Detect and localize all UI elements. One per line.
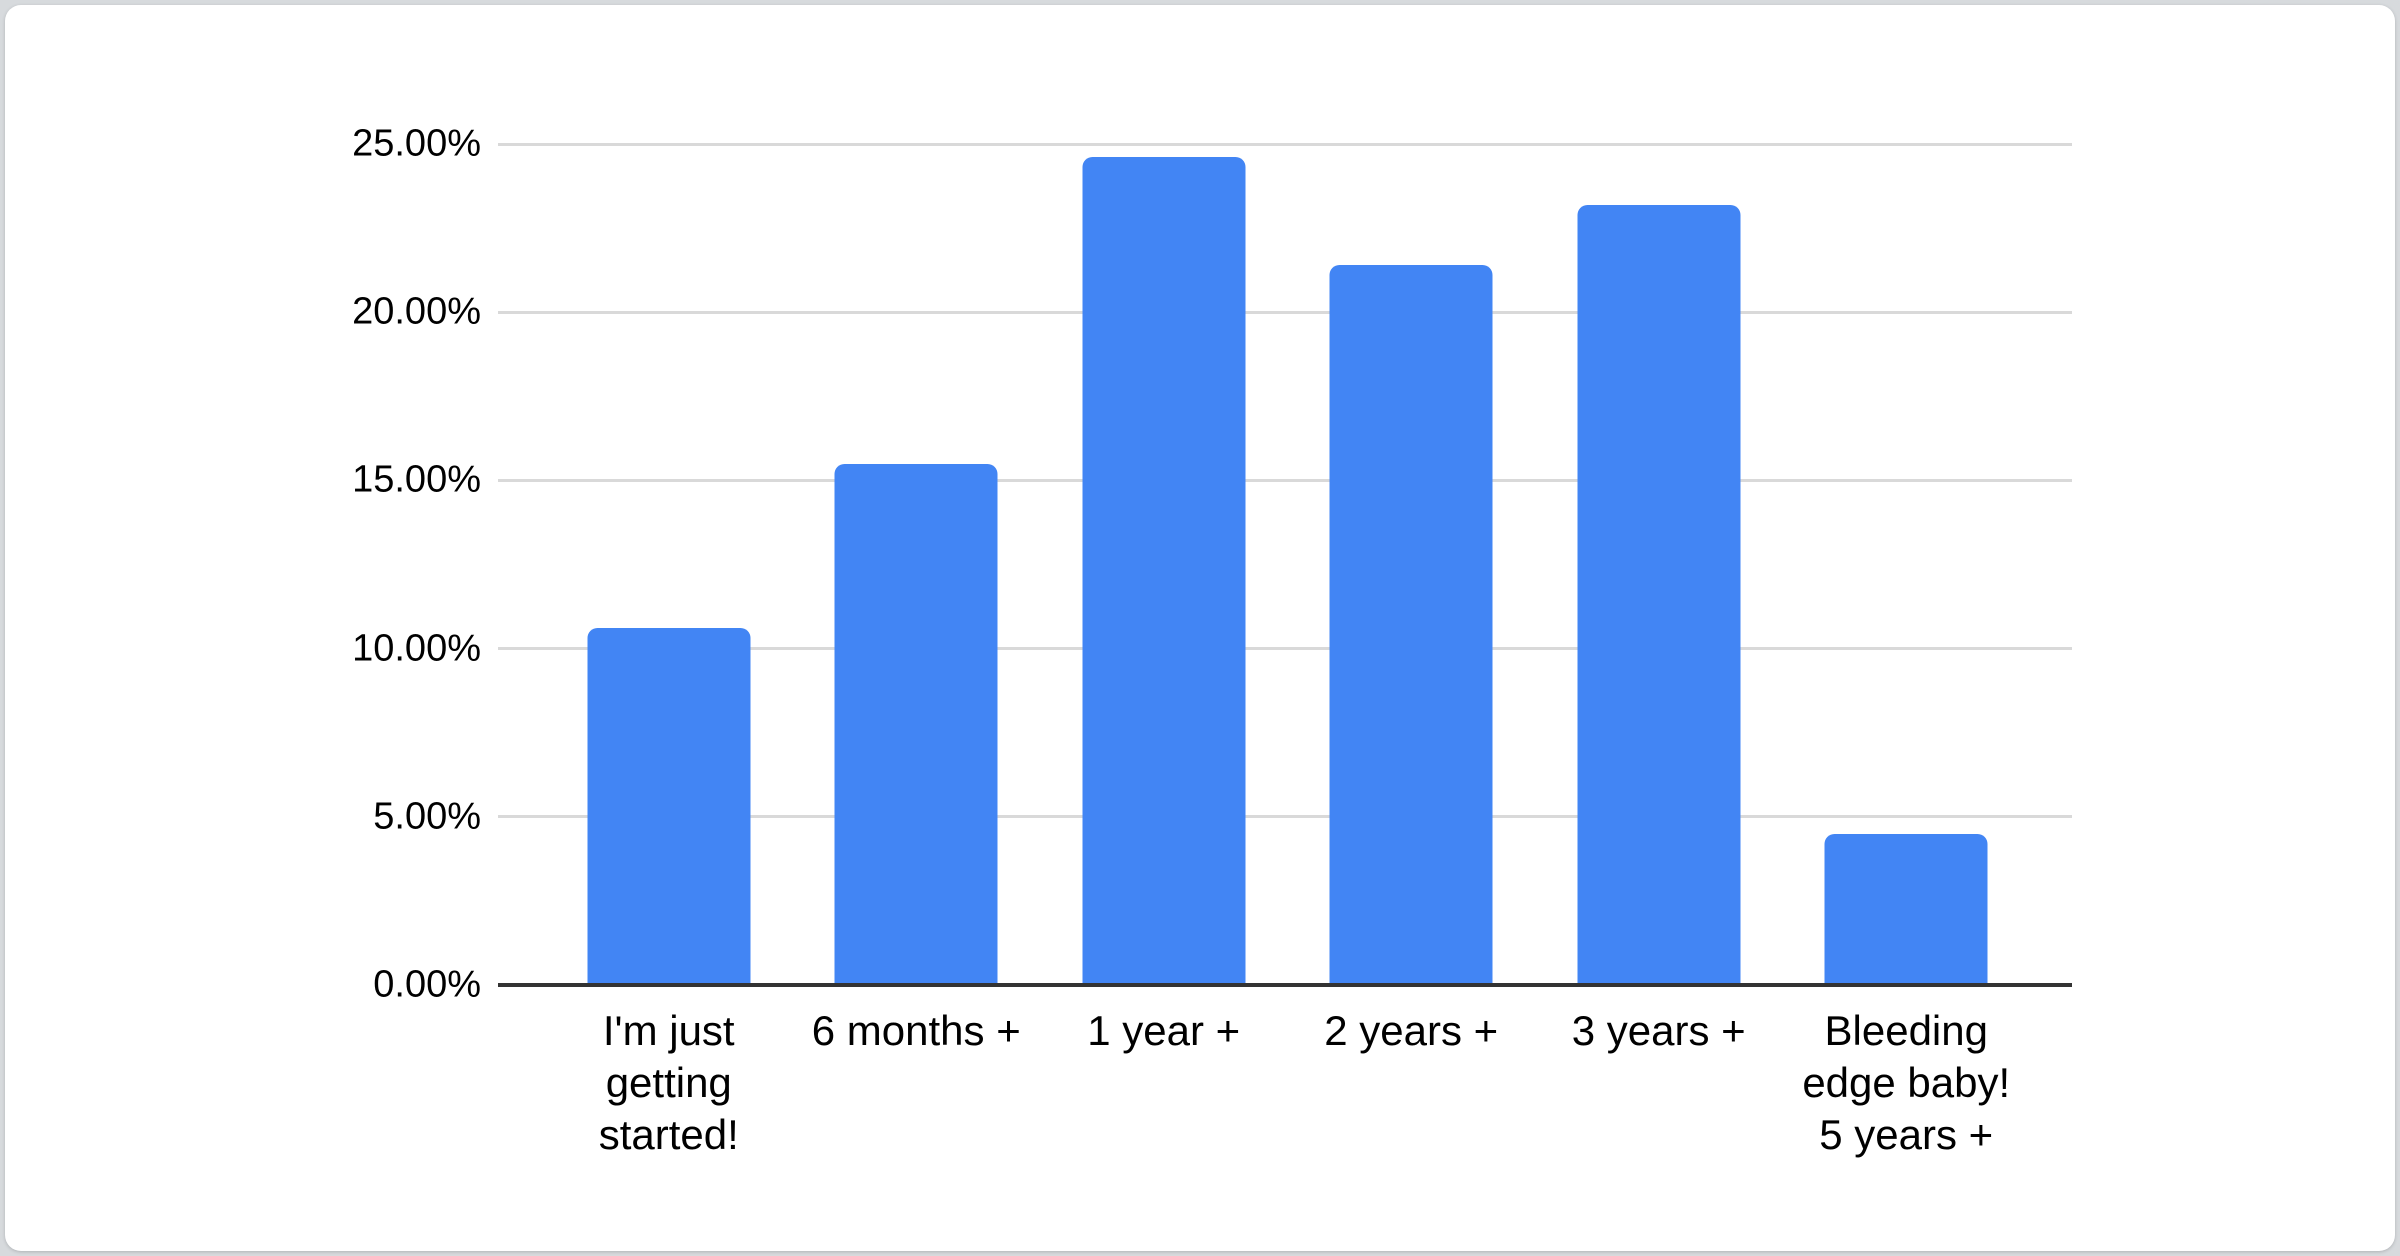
x-category-label: 6 months + (811, 1007, 1021, 1054)
bar[interactable] (834, 463, 998, 985)
gridline (498, 815, 2072, 819)
y-tick-label: 20.00% (352, 290, 481, 333)
bar-slot (1288, 144, 1536, 985)
bar-slot (1040, 144, 1288, 985)
bar[interactable] (1082, 157, 1246, 985)
y-tick-label: 5.00% (373, 795, 481, 838)
bar[interactable] (1577, 204, 1741, 985)
x-category-label: 3 years + (1571, 1007, 1746, 1054)
bar-chart: 0.00% 5.00% 10.00% 15.00% 20.00% 25.00% I'm j… (352, 123, 2072, 1158)
gridline (498, 142, 2072, 146)
bar-slot (545, 144, 793, 985)
gridline (498, 478, 2072, 482)
y-tick-label: 15.00% (352, 458, 481, 501)
bar-slot (1783, 144, 2031, 985)
bar-slot (793, 144, 1041, 985)
bar[interactable] (1824, 833, 1988, 985)
x-category-label: I'm just getting started! (598, 1007, 739, 1158)
x-axis-labels: I'm just getting started! 6 months + 1 yea… (545, 1005, 2030, 1161)
bar-slot (1535, 144, 1783, 985)
y-tick-label: 0.00% (373, 963, 481, 1006)
gridline (498, 310, 2072, 314)
bar[interactable] (1329, 265, 1493, 985)
chart-card: 0.00% 5.00% 10.00% 15.00% 20.00% 25.00% I'm j… (5, 5, 2395, 1251)
y-tick-label: 25.00% (352, 122, 481, 165)
bar[interactable] (587, 628, 751, 985)
gridline (498, 647, 2072, 651)
bars-layer (545, 144, 2030, 985)
x-category-label: Bleeding edge baby! 5 years + (1802, 1007, 2011, 1158)
x-axis-line (498, 983, 2072, 987)
x-category-label: 2 years + (1324, 1007, 1499, 1054)
x-category-label: 1 year + (1087, 1007, 1241, 1054)
y-tick-label: 10.00% (352, 627, 481, 670)
